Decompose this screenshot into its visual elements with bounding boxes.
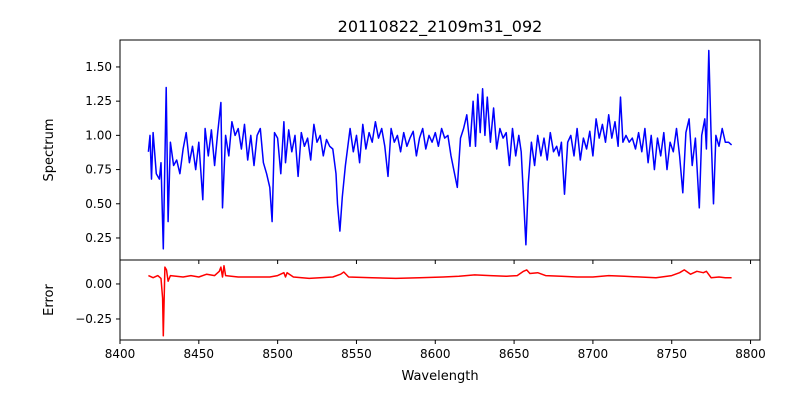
x-tick-label: 8750 (656, 347, 687, 361)
chart-title: 20110822_2109m31_092 (338, 17, 543, 37)
series-line-spectrum (147, 49, 733, 250)
y-tick-label: 1.50 (85, 60, 112, 74)
error-axes: 0.00 −0.25 8400 8450 8500 8550 8600 8650 8700 875… (75, 259, 766, 361)
x-tick-label: 8400 (105, 347, 136, 361)
axes-frame (119, 259, 761, 341)
x-tick-label: 8550 (341, 347, 372, 361)
y-axis-label-spectrum: Spectrum (42, 119, 57, 182)
y-axis-label-error: Error (42, 284, 57, 316)
y-tick-label: 1.25 (85, 94, 112, 108)
y-tick-label: 0.25 (85, 231, 112, 245)
y-tick-label: 0.75 (85, 163, 112, 177)
y-tick-label: −0.25 (75, 312, 112, 326)
x-tick-label: 8500 (262, 347, 293, 361)
y-tick-label: 1.00 (85, 128, 112, 142)
y-tick-label: 0.00 (85, 277, 112, 291)
x-tick-label: 8450 (184, 347, 215, 361)
x-tick-label: 8700 (578, 347, 609, 361)
x-tick-label: 8800 (735, 347, 766, 361)
series-line-error (148, 264, 732, 337)
x-axis-label: Wavelength (401, 369, 478, 384)
x-tick-label: 8650 (499, 347, 530, 361)
y-tick-label: 0.50 (85, 197, 112, 211)
x-tick-label: 8600 (420, 347, 451, 361)
